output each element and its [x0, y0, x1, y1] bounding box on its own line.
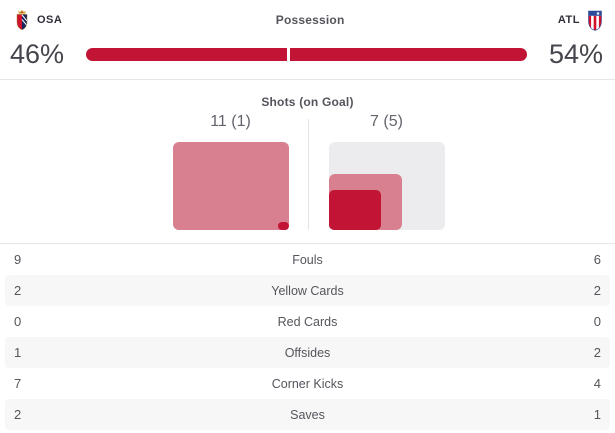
possession-header: OSA Possession ATL	[0, 0, 615, 31]
away-shots-box	[328, 142, 445, 230]
stat-label: Offsides	[284, 345, 331, 360]
home-stat-value: 9	[14, 252, 22, 267]
stat-row-corner-kicks: 7 Corner Kicks 4	[5, 368, 610, 399]
home-team-header: OSA	[13, 9, 62, 31]
stat-row-yellow-cards: 2 Yellow Cards 2	[5, 275, 610, 306]
stat-row-offsides: 1 Offsides 2	[5, 337, 610, 368]
possession-bar-divider	[287, 47, 291, 61]
possession-title: Possession	[275, 13, 345, 27]
stats-table: 9 Fouls 6 2 Yellow Cards 2 0 Red Cards 0…	[0, 244, 615, 430]
home-shots-on-goal-rect	[277, 222, 289, 230]
home-shots-rect	[172, 142, 289, 230]
stat-label: Fouls	[292, 252, 323, 267]
shots-chart: 11 (1) 7 (5)	[0, 113, 615, 230]
section-divider-bottom	[0, 243, 615, 244]
stat-row-red-cards: 0 Red Cards 0	[5, 306, 610, 337]
osasuna-crest-icon	[16, 10, 28, 30]
section-divider-top	[0, 79, 615, 80]
away-stat-value: 0	[593, 314, 601, 329]
away-possession-value: 54%	[548, 39, 603, 69]
home-shots-box	[172, 142, 289, 230]
stat-row-saves: 2 Saves 1	[5, 399, 610, 430]
stat-label: Corner Kicks	[271, 376, 344, 391]
away-stat-value: 2	[593, 345, 601, 360]
away-team-abbr: ATL	[557, 14, 580, 26]
stat-label: Yellow Cards	[271, 283, 344, 298]
away-shots-value: 7 (5)	[370, 113, 403, 130]
away-stat-value: 1	[593, 407, 601, 422]
atletico-madrid-crest-icon	[588, 10, 602, 31]
home-shots-half: 11 (1)	[0, 113, 308, 230]
possession-bar-home-segment	[86, 47, 288, 61]
shots-title: Shots (on Goal)	[261, 95, 354, 109]
away-stat-value: 2	[593, 283, 601, 298]
home-stat-value: 7	[14, 376, 22, 391]
possession-row: 46% 54%	[0, 39, 615, 69]
away-shots-half: 7 (5)	[308, 113, 615, 230]
possession-bar	[86, 47, 527, 61]
home-shots-value: 11 (1)	[210, 113, 251, 130]
stat-label: Red Cards	[277, 314, 338, 329]
home-team-abbr: OSA	[37, 14, 63, 26]
home-stat-value: 1	[14, 345, 22, 360]
away-stat-value: 6	[593, 252, 601, 267]
home-stat-value: 2	[14, 407, 22, 422]
away-stat-value: 4	[593, 376, 601, 391]
away-team-header: ATL	[558, 9, 604, 31]
away-shots-on-goal-rect	[328, 190, 382, 230]
stat-label: Saves	[290, 407, 325, 422]
possession-bar-away-segment	[290, 47, 527, 61]
stat-row-fouls: 9 Fouls 6	[5, 244, 610, 275]
home-stat-value: 2	[14, 283, 22, 298]
home-possession-value: 46%	[10, 39, 65, 69]
home-stat-value: 0	[14, 314, 22, 329]
shots-center-divider	[307, 119, 309, 230]
